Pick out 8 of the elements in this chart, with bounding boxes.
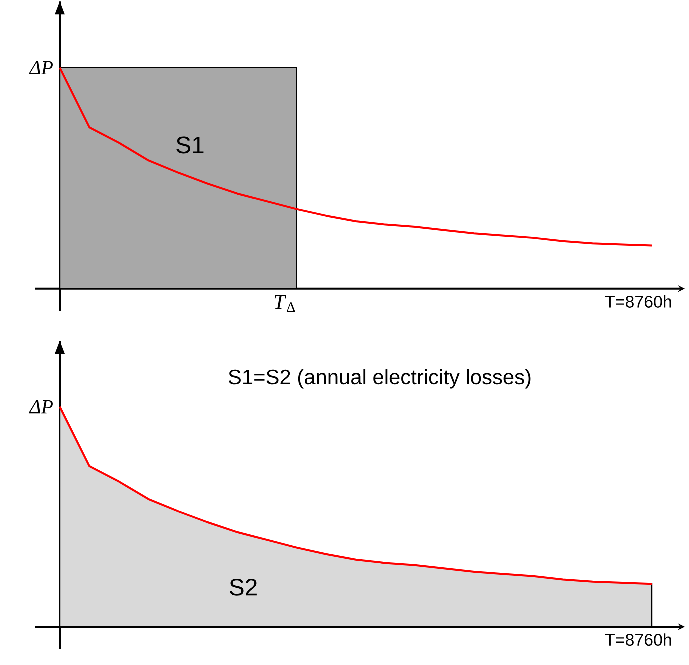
annotation: S2: [230, 578, 257, 596]
annotation: S1: [176, 136, 204, 154]
y-axis-title: ΔP: [28, 61, 53, 74]
text: T=8760h: [605, 296, 672, 308]
text: T=8760h: [605, 634, 672, 646]
y-axis-title: ΔP: [28, 400, 53, 414]
chart-title: S1=S2 (annual electricity losses): [228, 369, 531, 389]
text: T$_{Δ}$: [274, 296, 296, 312]
